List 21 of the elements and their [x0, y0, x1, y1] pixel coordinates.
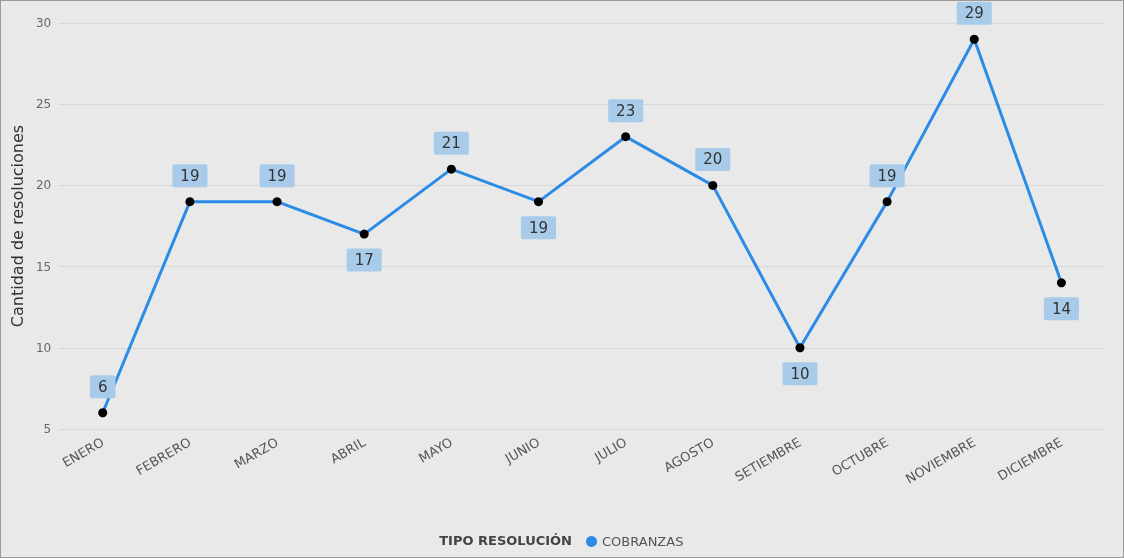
- data-label: 14: [1051, 299, 1071, 318]
- data-label: 19: [267, 166, 287, 185]
- y-tick-label: 20: [35, 178, 52, 193]
- y-axis-title: Cantidad de resoluciones: [7, 124, 27, 328]
- data-label: 10: [790, 364, 810, 383]
- legend-title: TIPO RESOLUCIÓN: [439, 533, 573, 548]
- data-label: 19: [180, 166, 200, 185]
- data-label: 6: [97, 377, 108, 396]
- y-tick-label: 5: [43, 422, 52, 436]
- legend-label: COBRANZAS: [602, 534, 684, 549]
- y-tick-label: 25: [35, 97, 52, 112]
- data-label: 29: [964, 4, 984, 23]
- data-label: 19: [877, 166, 897, 185]
- data-label: 17: [354, 251, 374, 270]
- y-tick-label: 30: [35, 16, 52, 30]
- data-label: 20: [703, 150, 723, 169]
- data-label: 21: [441, 134, 461, 153]
- data-label: 19: [528, 218, 549, 237]
- y-tick-label: 10: [35, 340, 52, 355]
- y-tick-label: 15: [35, 259, 52, 274]
- data-label: 23: [616, 101, 636, 120]
